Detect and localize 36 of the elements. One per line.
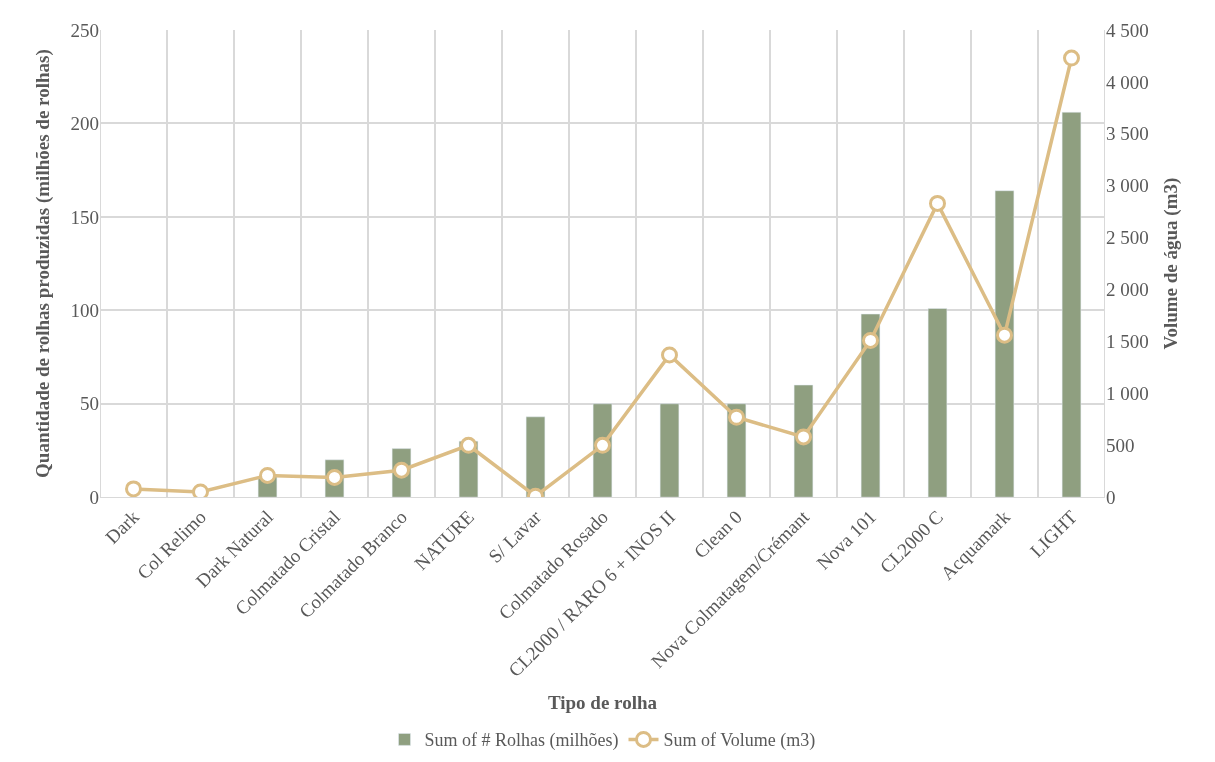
y-tick-label: 50 bbox=[80, 393, 99, 415]
y2-tick-label: 3 000 bbox=[1106, 175, 1149, 197]
y2-tick-label: 2 500 bbox=[1106, 227, 1149, 249]
point bbox=[996, 326, 1013, 344]
y-tick-label: 100 bbox=[70, 299, 99, 321]
point bbox=[192, 483, 209, 498]
y2-tick-label: 4 000 bbox=[1106, 71, 1149, 93]
bar bbox=[927, 308, 948, 498]
y-tick-label: 0 bbox=[89, 486, 99, 508]
bar bbox=[860, 313, 881, 498]
point bbox=[594, 436, 611, 454]
point bbox=[929, 194, 946, 212]
y2-axis-title: Volume de água (m3) bbox=[1159, 177, 1182, 350]
point bbox=[125, 480, 142, 498]
y2-tick-label: 1 000 bbox=[1106, 383, 1149, 405]
bar bbox=[1061, 111, 1082, 498]
y-axis-title: Quantidade de rolhas produzidas (milhões de rolhas) bbox=[32, 49, 55, 478]
point bbox=[259, 466, 276, 484]
point bbox=[1063, 49, 1080, 67]
y-tick-label: 200 bbox=[70, 113, 99, 135]
bar bbox=[659, 403, 680, 498]
legend-label: Sum of # Rolhas (milhões) bbox=[424, 730, 619, 752]
y2-tick-label: 1 500 bbox=[1106, 331, 1149, 353]
y2-tick-label: 2 000 bbox=[1106, 279, 1149, 301]
y2-tick-label: 3 500 bbox=[1106, 123, 1149, 145]
y-tick-label: 250 bbox=[70, 19, 99, 41]
y-tick-label: 150 bbox=[70, 206, 99, 228]
y2-tick-label: 500 bbox=[1106, 434, 1135, 456]
point bbox=[661, 346, 678, 364]
legend-label: Sum of Volume (m3) bbox=[663, 730, 816, 752]
y2-tick-label: 0 bbox=[1106, 486, 1116, 508]
point bbox=[862, 331, 879, 349]
y2-tick-label: 4 500 bbox=[1106, 19, 1149, 41]
point bbox=[460, 436, 477, 454]
bar bbox=[994, 190, 1015, 498]
x-axis-title: Tipo de rolha bbox=[547, 691, 658, 713]
